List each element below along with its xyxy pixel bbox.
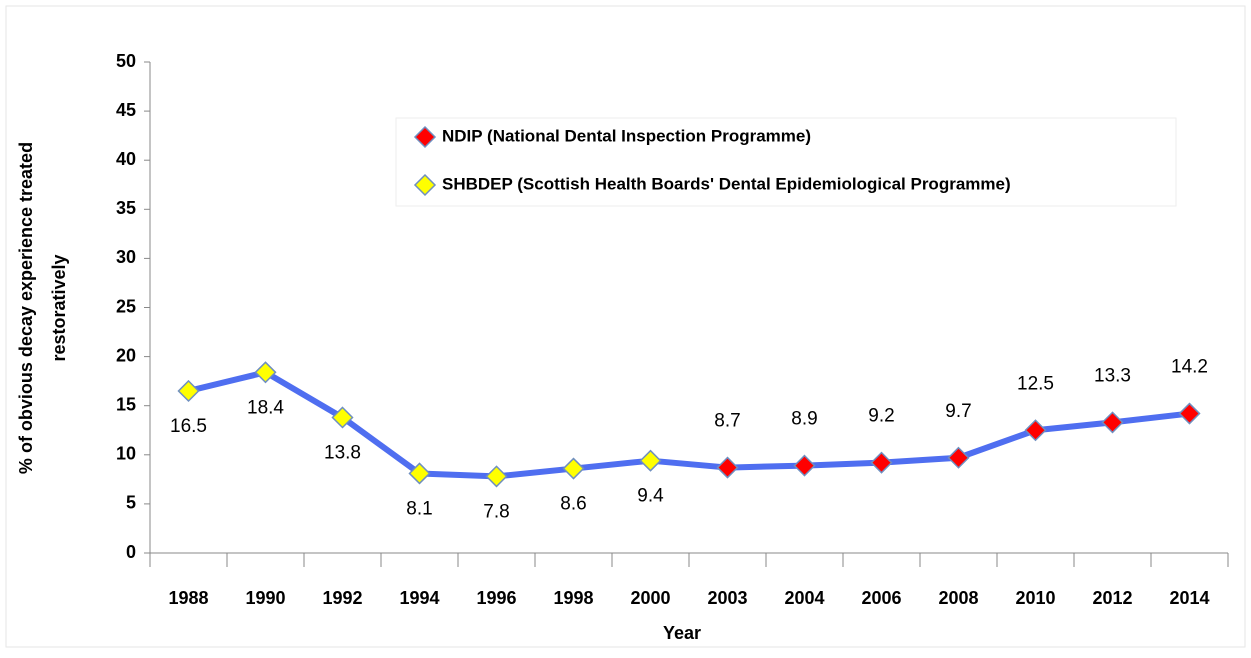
x-axis-title: Year	[663, 623, 701, 643]
marker	[408, 462, 431, 485]
data-label: 18.4	[247, 397, 284, 418]
x-tick-label: 2006	[861, 588, 901, 608]
line	[187, 369, 1190, 480]
chart-border	[5, 5, 1246, 648]
x-tick-label: 2008	[938, 588, 978, 608]
x-tick-label: 1996	[476, 588, 516, 608]
x-tick-label: 2004	[784, 588, 824, 608]
y-tick-label: 45	[116, 100, 136, 120]
marker	[562, 457, 585, 480]
x-tick-label: 2014	[1169, 588, 1209, 608]
y-axis-title: restoratively	[49, 254, 69, 361]
legend-label: SHBDEP (Scottish Health Boards' Dental E…	[442, 174, 1011, 193]
x-tick-label: 1990	[245, 588, 285, 608]
legend-box	[395, 117, 1177, 207]
data-label: 13.8	[324, 442, 361, 463]
marker	[870, 451, 893, 474]
marker	[947, 446, 970, 469]
data-label: 12.5	[1017, 373, 1054, 394]
marker	[331, 406, 354, 429]
marker	[1178, 402, 1201, 425]
marker	[254, 361, 277, 384]
y-tick-label: 30	[116, 247, 136, 267]
data-label: 8.6	[560, 494, 586, 515]
data-label: 14.2	[1171, 357, 1208, 378]
marker	[716, 456, 739, 479]
x-tick-label: 1992	[322, 588, 362, 608]
y-tick-label: 35	[116, 198, 136, 218]
data-label: 8.7	[714, 411, 740, 432]
marker	[177, 379, 200, 403]
legend-marker	[413, 125, 437, 149]
marker	[639, 449, 662, 472]
data-label: 16.5	[170, 416, 207, 437]
data-label: 7.8	[483, 501, 509, 522]
x-tick-label: 1988	[168, 588, 208, 608]
x-tick-label: 2012	[1092, 588, 1132, 608]
y-tick-label: 40	[116, 149, 136, 169]
marker	[1101, 411, 1124, 434]
x-tick-label: 1994	[399, 588, 439, 608]
y-tick-label: 50	[116, 51, 136, 71]
legend-label: NDIP (National Dental Inspection Program…	[442, 126, 811, 145]
y-tick-label: 20	[116, 345, 136, 365]
data-label: 8.1	[406, 498, 432, 519]
y-axis-title: % of obvious decay experience treated	[16, 142, 36, 474]
marker	[1024, 419, 1047, 442]
x-tick-label: 2000	[630, 588, 670, 608]
data-label: 8.9	[791, 409, 817, 430]
data-label: 9.2	[868, 406, 894, 427]
x-tick-label: 2003	[707, 588, 747, 608]
data-label: 9.4	[637, 486, 664, 507]
x-tick-label: 2010	[1015, 588, 1055, 608]
data-label: 9.7	[945, 401, 971, 422]
x-tick-label: 1998	[553, 588, 593, 608]
y-tick-label: 0	[126, 542, 136, 562]
y-tick-label: 25	[116, 296, 136, 316]
y-tick-label: 10	[116, 444, 136, 464]
marker	[793, 454, 816, 477]
marker	[485, 465, 508, 488]
legend-marker	[413, 173, 437, 197]
y-tick-label: 15	[116, 394, 136, 414]
y-tick-label: 5	[126, 493, 136, 513]
data-label: 13.3	[1094, 365, 1131, 386]
